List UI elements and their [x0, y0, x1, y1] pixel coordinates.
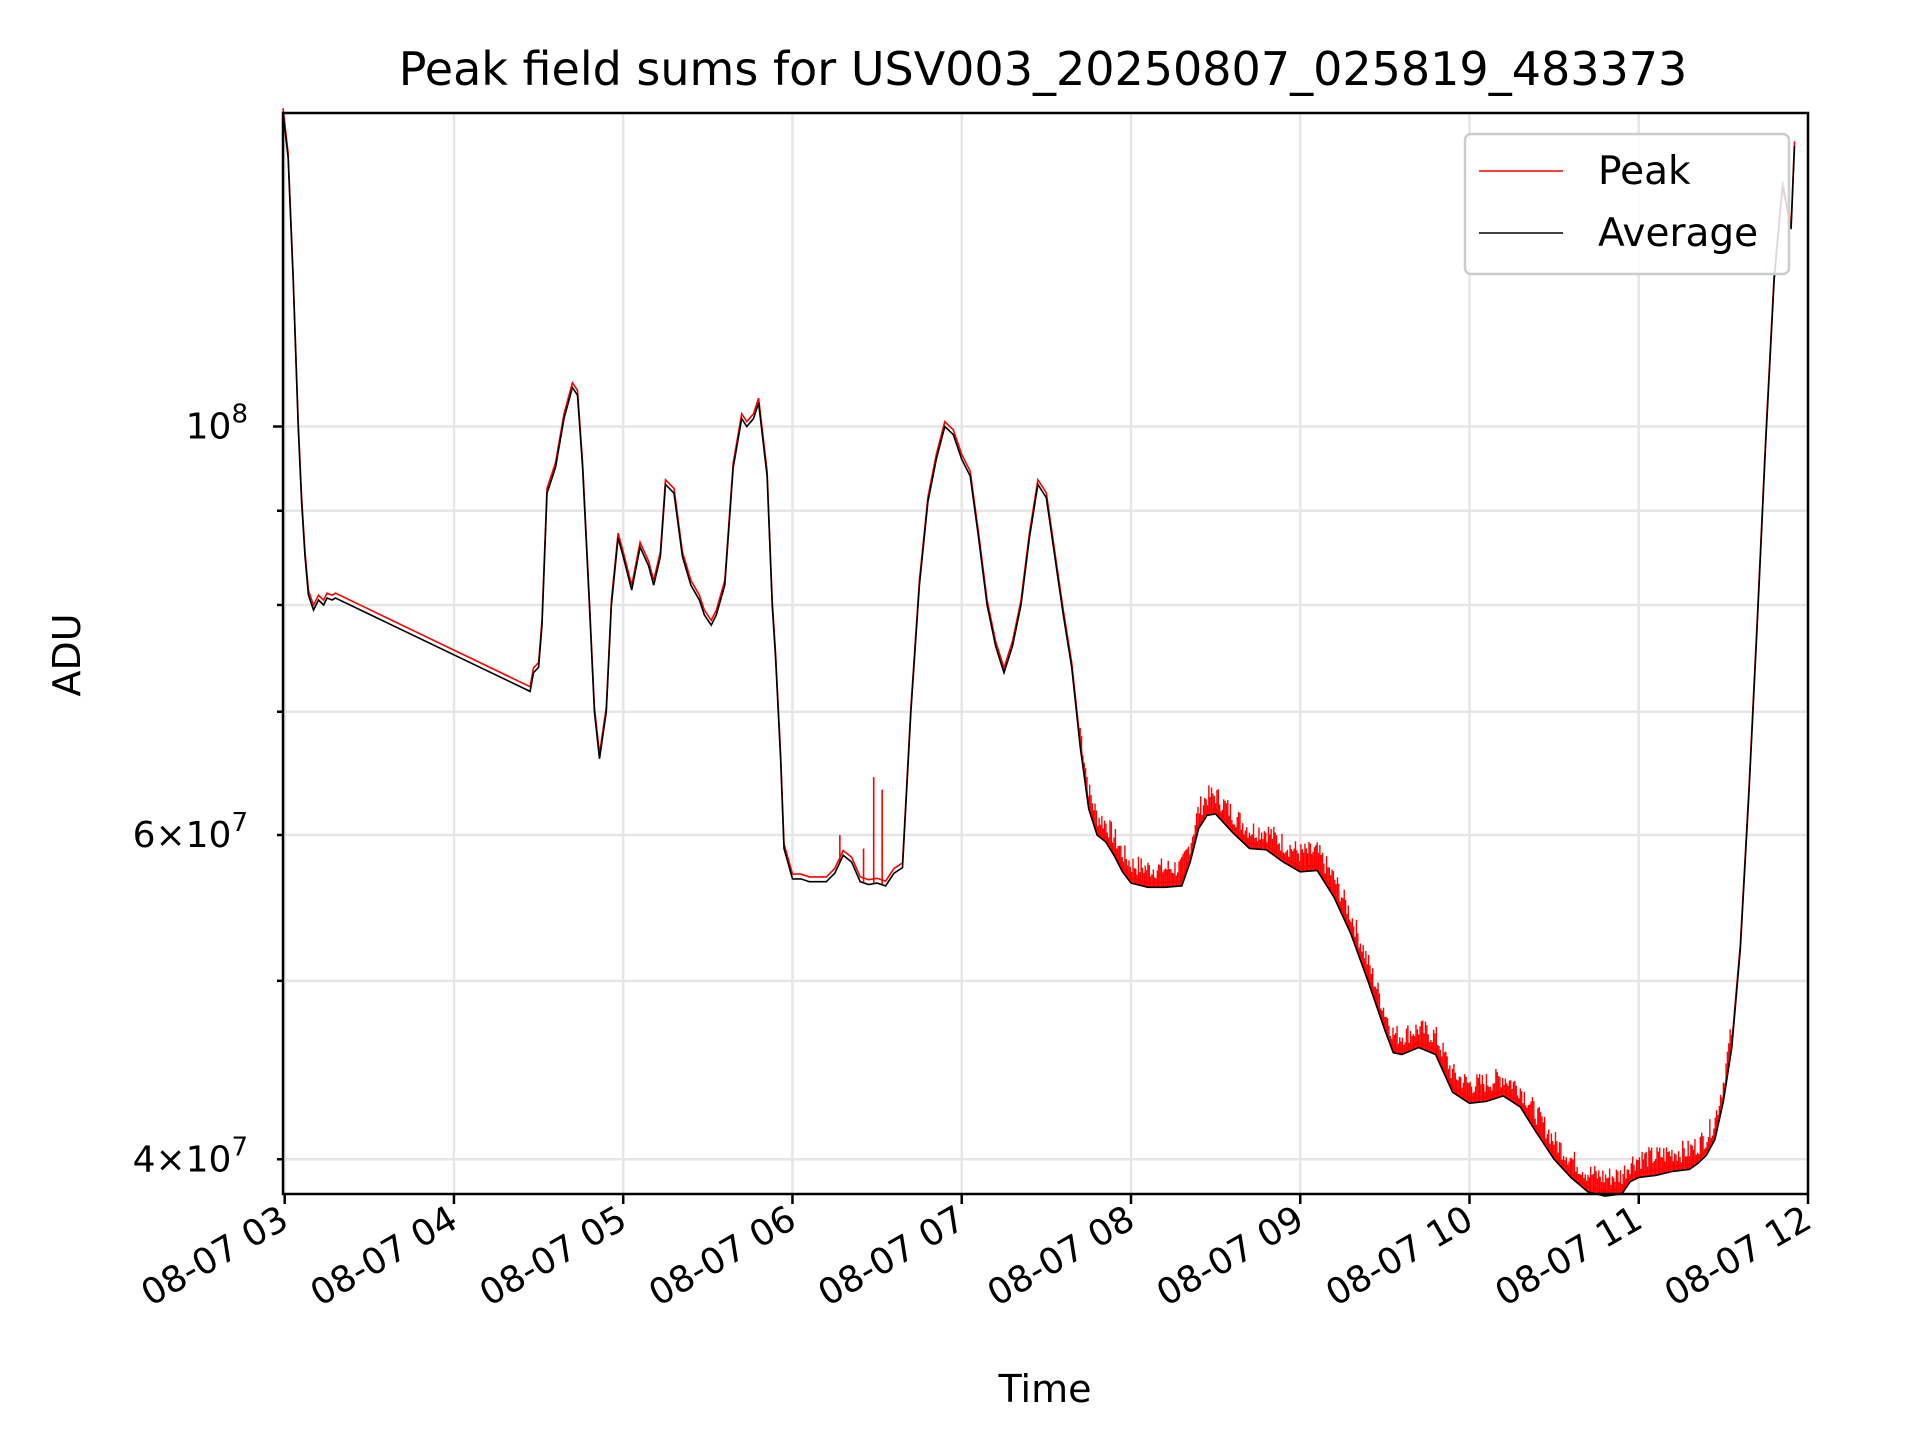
- x-tick-label: 08-07 12: [1658, 1198, 1819, 1314]
- x-tick-label: 08-07 03: [135, 1198, 296, 1314]
- peak-spikes: [839, 728, 1733, 1197]
- x-tick-label: 08-07 08: [981, 1198, 1142, 1314]
- grid-layer: [283, 113, 1810, 1194]
- x-axis-label: Time: [998, 1367, 1092, 1411]
- legend-label-peak: Peak: [1598, 149, 1691, 194]
- x-tick-label: 08-07 04: [304, 1198, 465, 1314]
- y-tick-label: 108: [186, 400, 248, 448]
- x-tick-label: 08-07 05: [473, 1198, 634, 1314]
- x-tick-label: 08-07 07: [812, 1198, 973, 1314]
- chart-title: Peak field sums for USV003_20250807_0258…: [399, 42, 1688, 96]
- plot-frame: [281, 111, 1810, 1196]
- x-tick-label: 08-07 11: [1489, 1198, 1650, 1314]
- tick-layer: 08-07 03 08-07 04 08-07 05 08-07 06 08-07 07…: [133, 400, 1819, 1315]
- legend: Peak Average: [1463, 132, 1791, 276]
- legend-label-average: Average: [1598, 211, 1758, 256]
- x-tick-label: 08-07 09: [1150, 1198, 1311, 1314]
- series-layer: [282, 108, 1796, 1197]
- legend-box: [1463, 132, 1791, 276]
- y-tick-label: 6×107: [133, 808, 248, 856]
- series-line-average: [282, 112, 1796, 1197]
- x-tick-label: 08-07 10: [1319, 1198, 1480, 1314]
- y-axis-label: ADU: [45, 613, 89, 696]
- y-tick-label: 4×107: [133, 1132, 248, 1180]
- x-tick-label: 08-07 06: [642, 1198, 803, 1314]
